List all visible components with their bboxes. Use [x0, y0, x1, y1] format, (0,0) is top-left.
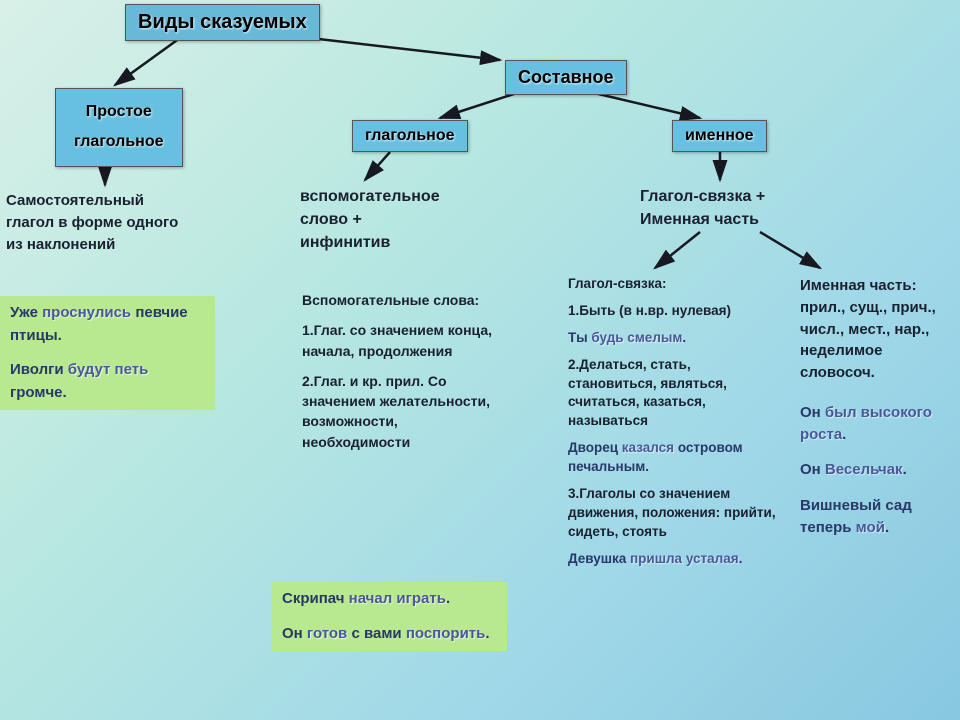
aux-words: Вспомогательные слова: 1.Глаг. со значен… [302, 290, 497, 452]
nominal-def: Глагол-связка + Именная часть [640, 185, 860, 231]
verbal-box: глагольное [352, 120, 468, 152]
verbal-examples: Скрипач начал играть. Он готов с вами по… [272, 582, 507, 651]
simple-l2: глагольное [74, 133, 164, 150]
simple-examples: Уже проснулись певчие птицы. Иволги буду… [0, 296, 215, 410]
title-text: Виды сказуемых [138, 11, 307, 33]
compound-box: Составное [505, 60, 627, 95]
compound-text: Составное [518, 67, 614, 87]
title-box: Виды сказуемых [125, 4, 320, 41]
nominal-text: именное [685, 127, 754, 144]
verbal-def: вспомогательное слово + инфинитив [300, 185, 500, 255]
simple-def: Самостоятельный глагол в форме одного из… [6, 190, 196, 255]
verbal-text: глагольное [365, 127, 455, 144]
simple-l1: Простое [86, 103, 152, 120]
nompart-col: Именная часть: прил., сущ., прич., числ.… [800, 275, 960, 539]
link-col: Глагол-связка: 1.Быть (в н.вр. нулевая) … [568, 275, 778, 569]
simple-verbal-box: Простое глагольное [55, 88, 183, 167]
nominal-box: именное [672, 120, 767, 152]
